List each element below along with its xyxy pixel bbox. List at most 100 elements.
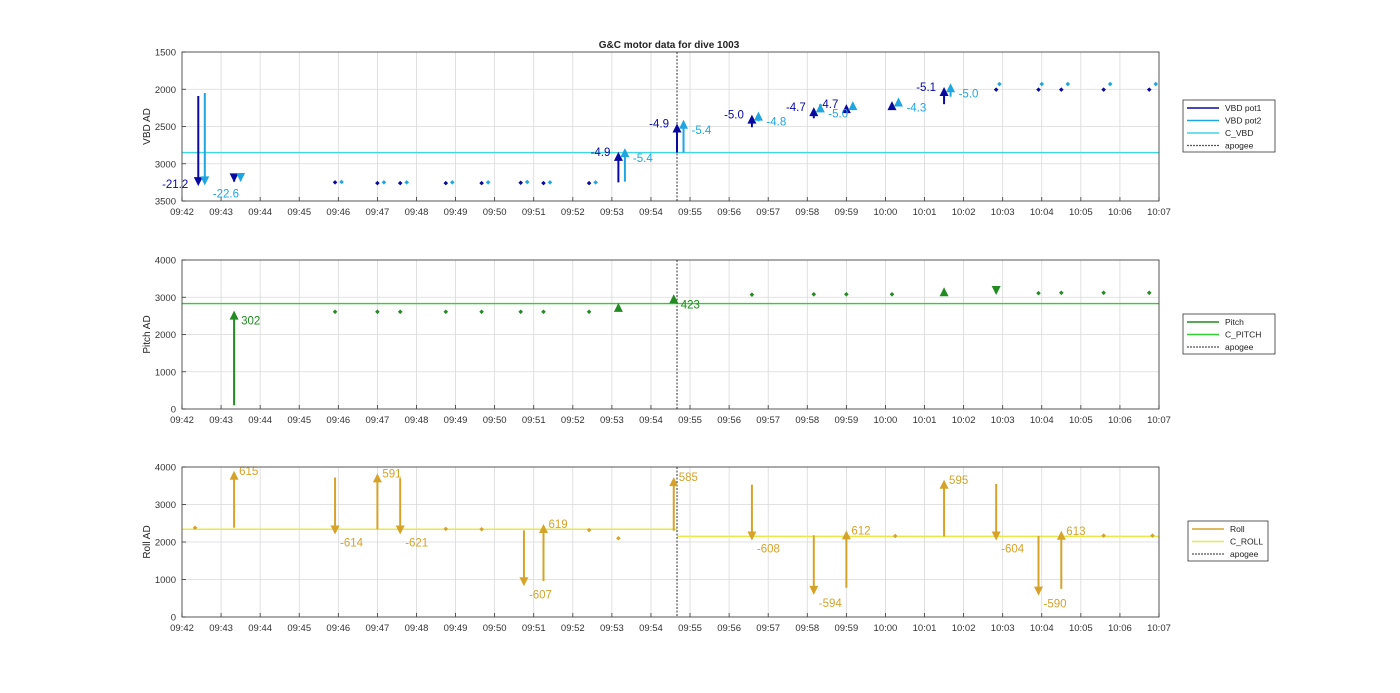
x-tick-label: 10:06	[1108, 207, 1132, 218]
x-tick-label: 10:07	[1147, 415, 1171, 426]
x-tick-label: 09:58	[795, 415, 819, 426]
x-tick-label: 09:46	[326, 623, 350, 634]
move-arrow-head	[395, 525, 405, 535]
x-tick-label: 09:55	[678, 415, 702, 426]
x-tick-label: 09:49	[444, 623, 468, 634]
move-arrow-head	[1056, 530, 1066, 540]
move-arrow-head	[229, 470, 239, 480]
data-point	[1101, 290, 1106, 296]
data-point	[1153, 81, 1159, 87]
move-label: -5.1	[916, 82, 936, 94]
legend-entry-label: Roll	[1230, 524, 1245, 534]
data-point	[1059, 290, 1064, 296]
x-tick-label: 10:01	[913, 623, 937, 634]
data-point	[404, 180, 410, 185]
x-tick-label: 10:00	[874, 415, 898, 426]
move-label: 585	[679, 472, 698, 484]
move-arrow-head	[613, 302, 623, 312]
move-label: -5.4	[633, 153, 653, 165]
move-arrow-head	[747, 531, 757, 541]
move-arrow-head	[229, 173, 239, 183]
y-axis-label: Pitch AD	[142, 315, 153, 353]
x-tick-label: 10:06	[1108, 623, 1132, 634]
data-point	[547, 180, 553, 185]
x-tick-label: 10:01	[913, 207, 937, 218]
data-point	[1107, 81, 1113, 87]
data-point	[479, 526, 484, 532]
data-point	[479, 180, 484, 186]
data-point	[749, 292, 755, 297]
move-label: 612	[851, 525, 870, 537]
move-label: -5.0	[828, 108, 848, 120]
move-label: -22.6	[213, 188, 239, 200]
x-tick-label: 09:42	[170, 415, 194, 426]
move-label: 423	[681, 299, 700, 311]
y-tick-label: 4000	[155, 256, 176, 267]
x-tick-label: 09:47	[366, 415, 390, 426]
x-tick-label: 10:07	[1147, 623, 1171, 634]
move-arrow-head	[229, 310, 239, 320]
x-tick-label: 09:44	[248, 415, 272, 426]
move-label: 615	[239, 466, 258, 478]
axes-frame	[181, 466, 1160, 618]
x-tick-label: 10:07	[1147, 207, 1171, 218]
x-tick-label: 09:50	[483, 415, 507, 426]
y-tick-label: 0	[171, 405, 176, 416]
x-tick-label: 09:59	[834, 415, 858, 426]
move-label: 595	[949, 475, 968, 487]
x-tick-label: 09:53	[600, 415, 624, 426]
move-label: -4.9	[591, 147, 611, 159]
data-point	[586, 527, 592, 533]
x-tick-label: 10:01	[913, 415, 937, 426]
move-arrow-head	[236, 173, 246, 183]
move-arrow-head	[939, 87, 949, 97]
y-tick-label: 1000	[155, 367, 176, 378]
x-tick-label: 09:55	[678, 623, 702, 634]
y-tick-label: 4000	[155, 463, 176, 474]
data-point	[192, 525, 198, 531]
x-tick-label: 10:05	[1069, 415, 1093, 426]
data-point	[593, 180, 598, 185]
chart-panel-vbd: 09:42 09:43 09:44 09:45 09:46 09:47 09:48 09:49…	[142, 48, 1276, 218]
move-arrow-head	[887, 101, 897, 111]
data-point	[616, 535, 621, 541]
data-point	[443, 180, 449, 186]
move-label: 591	[382, 468, 401, 480]
data-point	[332, 180, 338, 185]
data-point	[375, 309, 380, 315]
data-point	[450, 180, 455, 185]
move-arrow-head	[330, 525, 340, 535]
move-label: -594	[819, 598, 843, 610]
move-label: -590	[1044, 599, 1067, 611]
y-tick-label: 3000	[155, 293, 176, 304]
data-point	[1036, 290, 1041, 296]
x-tick-label: 09:47	[366, 207, 390, 218]
move-label: -4.7	[819, 99, 839, 111]
move-arrow-head	[815, 103, 825, 113]
chart-title: G&C motor data for dive 1003	[599, 40, 740, 51]
move-arrow-head	[991, 531, 1001, 541]
move-arrow-head	[893, 97, 903, 107]
data-point	[1039, 81, 1045, 87]
x-tick-label: 09:50	[483, 207, 507, 218]
move-label: -21.2	[162, 179, 188, 191]
move-label: -4.3	[906, 102, 926, 114]
x-tick-label: 10:04	[1030, 415, 1054, 426]
data-point	[1150, 533, 1155, 538]
legend-entry-label: apogee	[1225, 141, 1254, 151]
x-tick-label: 09:54	[639, 207, 663, 218]
legend-entry-label: C_VBD	[1225, 128, 1253, 138]
x-tick-label: 09:42	[170, 623, 194, 634]
x-tick-label: 10:00	[874, 207, 898, 218]
move-arrow-head	[747, 114, 757, 124]
data-point	[1101, 87, 1106, 92]
x-tick-label: 09:50	[483, 623, 507, 634]
y-axis-label: VBD AD	[142, 108, 153, 145]
x-tick-label: 10:02	[952, 207, 976, 218]
data-point	[381, 180, 387, 185]
x-tick-label: 09:43	[209, 207, 233, 218]
move-arrow-head	[1034, 586, 1044, 596]
x-tick-label: 09:52	[561, 623, 585, 634]
